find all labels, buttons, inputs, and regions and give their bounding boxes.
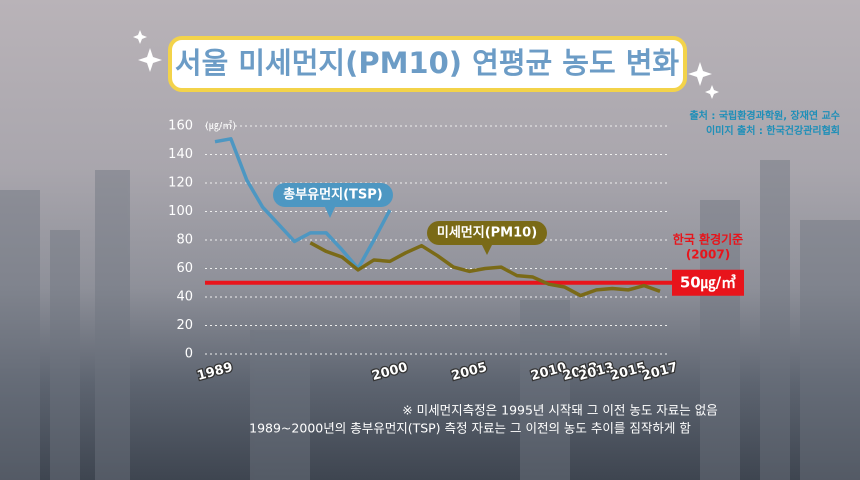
series-line [309,241,661,298]
chart-title: 서울 미세먼지(PM10) 연평균 농도 변화 [175,46,680,80]
series-line [214,137,392,271]
reference-label-box [672,269,744,296]
legend-label: 미세먼지(PM10) [437,225,537,241]
title-box [168,36,687,92]
footnote: 1989~2000년의 총부유먼지(TSP) 측정 자료는 그 이전의 농도 추… [249,421,691,436]
callout-pointer [324,205,336,218]
source: 출처 : 국립환경과학원, 장재연 교수 [689,109,840,122]
reference-note: 한국 환경기준 [673,232,743,247]
y-tick-label: 160 [168,119,193,134]
y-tick-label: 100 [168,204,193,219]
y-tick-label: 0 [185,347,193,362]
y-tick-label: 60 [176,261,193,276]
y-tick-label: 120 [168,176,193,191]
y-tick-label: 140 [168,147,193,162]
x-tick-label: 2005 [450,360,489,384]
y-tick-label: 80 [176,233,193,248]
sparkles [133,30,719,99]
x-tick-label: 1989 [196,360,235,384]
city-silhouette [0,160,860,480]
source: 이미지 출처 : 한국건강관리협회 [706,124,840,137]
y-tick-label: 40 [176,290,193,305]
x-tick-label: 2017 [641,360,680,384]
y-tick-label: 20 [176,318,193,333]
callout-pointer [481,243,493,255]
x-tick-label: 2000 [370,360,409,384]
footnote: ※ 미세먼지측정은 1995년 시작돼 그 이전 농도 자료는 없음 [402,403,718,418]
reference-label: 50㎍/㎥ [680,273,736,292]
callout-box [273,183,393,207]
legend-label: 총부유먼지(TSP) [283,187,382,203]
callout-box [427,221,547,245]
reference-note: (2007) [686,248,730,262]
